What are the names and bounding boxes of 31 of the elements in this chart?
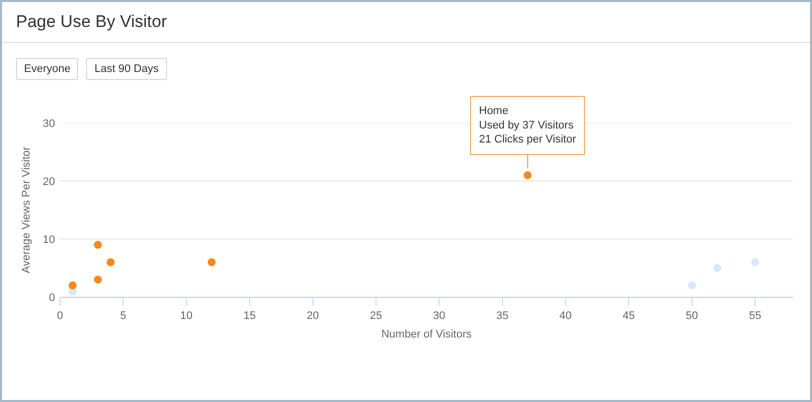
y-tick-label: 0 — [48, 292, 55, 304]
x-tick-label: 0 — [56, 310, 64, 322]
x-tick-label: 55 — [748, 310, 762, 322]
y-tick-label: 20 — [42, 176, 55, 188]
point — [106, 258, 115, 266]
point — [68, 281, 77, 290]
point — [94, 276, 102, 284]
x-tick-label: 20 — [306, 310, 319, 322]
x-tick-label: 15 — [243, 310, 256, 322]
point — [94, 240, 102, 249]
point — [208, 258, 216, 266]
x-axis-title: Number of Visitors — [381, 328, 472, 340]
chart-title: Page Use By Visitor — [16, 12, 167, 32]
y-axis-title: Average Views Per Visitor — [20, 146, 32, 274]
x-tick-label: 25 — [370, 310, 382, 322]
x-tick-label: 30 — [433, 310, 446, 322]
x-tick-label: 35 — [496, 310, 508, 322]
button: Last 90 Days — [86, 58, 167, 80]
point — [713, 264, 722, 272]
point — [524, 171, 532, 180]
x-tick-label: 40 — [559, 310, 572, 322]
point — [688, 281, 696, 290]
x-tick-label: 50 — [686, 310, 698, 322]
point — [751, 258, 760, 266]
button: Everyone — [16, 58, 78, 80]
x-tick-label: 10 — [180, 310, 193, 322]
y-tick-label: 30 — [42, 118, 55, 130]
annotation: Home Used by 37 Visitors 21 Clicks per Visitor — [479, 105, 576, 146]
x-tick-label: 5 — [120, 310, 126, 322]
x-tick-label: 45 — [622, 310, 635, 322]
y-tick-label: 10 — [42, 234, 55, 246]
